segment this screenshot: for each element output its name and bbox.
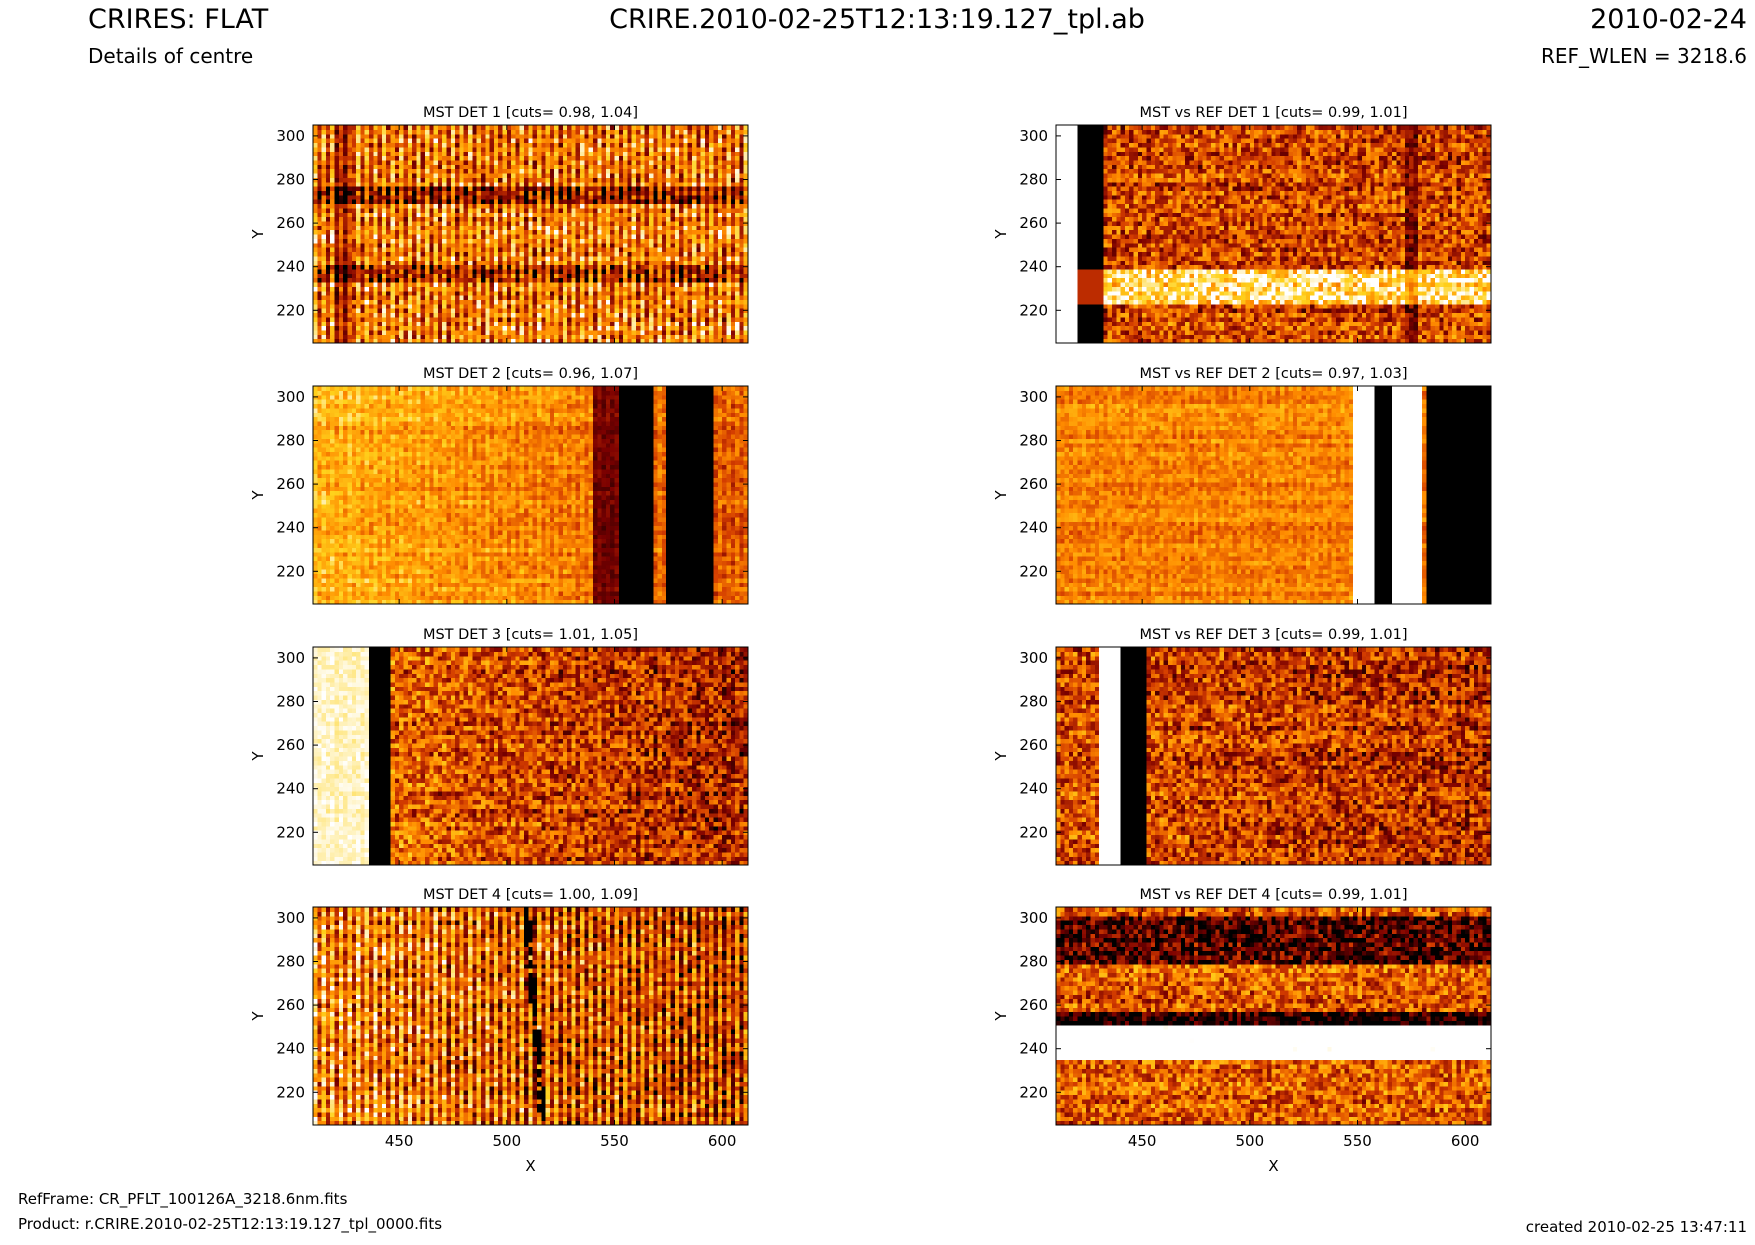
y-tick-label: 280: [1019, 693, 1048, 711]
y-axis-label: Y: [249, 1011, 267, 1022]
y-tick-label: 300: [276, 909, 305, 927]
heatmap-cells: [313, 647, 749, 866]
y-tick-label: 300: [1019, 649, 1048, 667]
y-tick-label: 240: [1019, 1040, 1048, 1058]
y-tick-label: 280: [276, 953, 305, 971]
heatmap-cells: [313, 907, 749, 1126]
heatmap-panel: MST DET 4 [cuts= 1.00, 1.09] 220 240 260 280…: [249, 887, 749, 1175]
y-tick-label: 260: [1019, 475, 1048, 493]
y-tick-label: 300: [1019, 388, 1048, 406]
heatmap-cells: [1056, 386, 1492, 605]
heatmap-cells: [1056, 907, 1492, 1126]
y-axis-label: Y: [249, 490, 267, 501]
heatmap-panel: MST DET 1 [cuts= 0.98, 1.04] 220 240 260 280…: [249, 105, 749, 344]
y-tick-label: 220: [276, 1083, 305, 1101]
y-tick-label: 280: [276, 432, 305, 450]
chart-title: MST vs REF DET 2 [cuts= 0.97, 1.03]: [1139, 366, 1407, 382]
heatmap-panel: MST vs REF DET 2 [cuts= 0.97, 1.03] 220 24…: [992, 366, 1492, 605]
y-tick-label: 300: [1019, 909, 1048, 927]
heatmap-panel: MST vs REF DET 3 [cuts= 0.99, 1.01] 220 24…: [992, 627, 1492, 866]
x-tick-label: 550: [1343, 1132, 1372, 1150]
y-tick-label: 220: [276, 562, 305, 580]
heatmap-cells: [313, 125, 749, 344]
y-tick-label: 280: [1019, 953, 1048, 971]
y-tick-label: 220: [1019, 562, 1048, 580]
y-tick-label: 280: [1019, 171, 1048, 189]
y-tick-label: 300: [276, 388, 305, 406]
x-axis-label: X: [1268, 1157, 1278, 1175]
y-tick-label: 260: [276, 736, 305, 754]
heatmap-cells: [1056, 647, 1492, 866]
chart-title: MST vs REF DET 3 [cuts= 0.99, 1.01]: [1139, 627, 1407, 643]
y-axis-label: Y: [992, 490, 1010, 501]
chart-title: MST DET 4 [cuts= 1.00, 1.09]: [423, 887, 638, 903]
y-tick-label: 260: [276, 996, 305, 1014]
y-tick-label: 220: [1019, 823, 1048, 841]
y-tick-label: 260: [276, 475, 305, 493]
y-axis-label: Y: [992, 229, 1010, 240]
y-tick-label: 240: [276, 258, 305, 276]
y-tick-label: 240: [276, 780, 305, 798]
y-tick-label: 260: [1019, 214, 1048, 232]
y-tick-label: 240: [276, 519, 305, 537]
chart-title: MST DET 1 [cuts= 0.98, 1.04]: [423, 105, 638, 121]
y-tick-label: 220: [1019, 301, 1048, 319]
y-tick-label: 280: [1019, 432, 1048, 450]
y-tick-label: 240: [1019, 258, 1048, 276]
x-tick-label: 450: [1128, 1132, 1157, 1150]
y-tick-label: 260: [276, 214, 305, 232]
chart-title: MST DET 2 [cuts= 0.96, 1.07]: [423, 366, 638, 382]
heatmap-panel: MST DET 2 [cuts= 0.96, 1.07] 220 240 260 280…: [249, 366, 749, 605]
heatmap-panel: MST vs REF DET 4 [cuts= 0.99, 1.01] 220 24…: [992, 887, 1492, 1175]
y-axis-label: Y: [249, 229, 267, 240]
y-axis-label: Y: [249, 751, 267, 762]
y-tick-label: 300: [276, 649, 305, 667]
y-tick-label: 220: [276, 823, 305, 841]
heatmap-cells: [1056, 125, 1492, 344]
ref-frame-label: RefFrame: CR_PFLT_100126A_3218.6nm.fits: [18, 1190, 347, 1208]
x-tick-label: 600: [1451, 1132, 1480, 1150]
x-axis-label: X: [525, 1157, 535, 1175]
x-tick-label: 450: [385, 1132, 414, 1150]
chart-title: MST DET 3 [cuts= 1.01, 1.05]: [423, 627, 638, 643]
y-tick-label: 260: [1019, 736, 1048, 754]
y-tick-label: 220: [276, 301, 305, 319]
y-tick-label: 300: [276, 127, 305, 145]
x-tick-label: 500: [492, 1132, 521, 1150]
x-tick-label: 500: [1235, 1132, 1264, 1150]
y-tick-label: 260: [1019, 996, 1048, 1014]
x-tick-label: 600: [708, 1132, 737, 1150]
y-axis-label: Y: [992, 1011, 1010, 1022]
product-label: Product: r.CRIRE.2010-02-25T12:13:19.127…: [18, 1215, 442, 1233]
y-tick-label: 280: [276, 171, 305, 189]
y-tick-label: 240: [1019, 780, 1048, 798]
y-axis-label: Y: [992, 751, 1010, 762]
y-tick-label: 240: [276, 1040, 305, 1058]
created-label: created 2010-02-25 13:47:11: [1526, 1218, 1747, 1236]
y-tick-label: 220: [1019, 1083, 1048, 1101]
y-tick-label: 240: [1019, 519, 1048, 537]
y-tick-label: 300: [1019, 127, 1048, 145]
chart-title: MST vs REF DET 4 [cuts= 0.99, 1.01]: [1139, 887, 1407, 903]
heatmap-panel: MST vs REF DET 1 [cuts= 0.99, 1.01] 220 24…: [992, 105, 1492, 344]
heatmap-cells: [313, 386, 749, 605]
y-tick-label: 280: [276, 693, 305, 711]
chart-title: MST vs REF DET 1 [cuts= 0.99, 1.01]: [1139, 105, 1407, 121]
heatmap-panel: MST DET 3 [cuts= 1.01, 1.05] 220 240 260 280…: [249, 627, 749, 866]
x-tick-label: 550: [600, 1132, 629, 1150]
